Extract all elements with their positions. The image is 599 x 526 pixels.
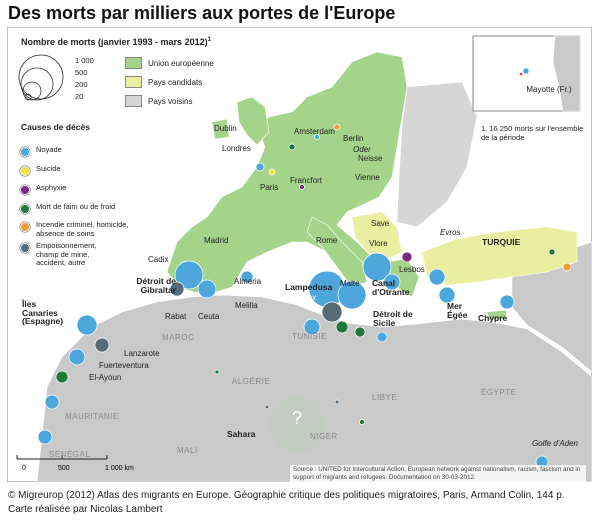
label-mer-egee: Mer Égée [447,301,468,320]
label-canaries: Îles Canaries (Espagne) [22,299,64,326]
label-malte: Malte [340,279,360,288]
size-legend-circles [18,54,64,101]
footer-credit: © Migreurop (2012) Atlas des migrants en… [8,490,565,501]
label-francfort: Francfort [290,176,323,185]
unknown-zone-mark: ? [292,408,303,428]
zone-swatch-eu [125,57,142,69]
label-neisse: Neisse [358,154,383,163]
map-canvas [7,27,592,482]
turkey-candidate [421,226,578,286]
label-ceuta: Ceuta [198,312,220,321]
cause-faim-froid: Mort de faim ou de froid [20,202,115,214]
label-amsterdam: Amsterdam [294,127,335,136]
scale-bar [16,455,108,460]
scale-label-500: 500 [58,465,70,472]
label-save: Save [371,219,390,228]
label-lanzarote: Lanzarote [124,349,160,358]
cause-incendie: Incendie criminel, homicide, absence de … [20,220,132,238]
label-otrante: Canal d'Otrante [372,278,410,297]
zone-legend-candidates: Pays candidats [125,76,202,88]
label-oder: Oder [353,145,371,154]
zone-swatch-neighbors [125,95,142,107]
map-title: Des morts par milliers aux portes de l'E… [8,3,396,23]
label-vlore: Vlore [369,239,388,248]
label-tunisie: TUNISIE [292,332,328,341]
label-niger: NIGER [310,432,338,441]
cause-noyade: Noyade [20,145,62,157]
label-sahara: Sahara [227,429,256,439]
source-note: Source : UNITED for Intercultural Action… [290,465,586,483]
label-evros: Evros [440,228,461,237]
label-paris: Paris [260,183,279,192]
size-legend-500: 500 [75,68,88,77]
cause-asphyxie: Asphyxie [20,183,66,195]
label-egypte: ÉGYPTE [481,388,517,397]
africa-landmass [36,294,592,482]
size-legend-200: 200 [75,80,88,89]
label-vienne: Vienne [355,173,380,182]
label-algerie: ALGÉRIE [232,377,271,386]
label-mauritanie: MAURITANIE [65,412,119,421]
label-almeria: Almeria [234,277,262,286]
zone-legend-neighbors: Pays voisins [125,95,192,107]
label-lampedusa: Lampedusa [285,282,333,292]
footnote: 1. 16 250 morts sur l'ensemble de la pér… [481,124,584,142]
size-legend-1000: 1 000 [75,56,94,65]
inset-label: Mayotte (Fr.) [526,85,572,94]
label-melilla: Melilla [235,301,258,310]
uk-ireland [211,96,270,146]
label-aden: Golfe d'Aden [532,439,579,448]
label-chypre: Chypre [478,313,508,323]
label-lesbos: Lesbos [399,265,425,274]
label-rabat: Rabat [165,312,187,321]
cause-suicide: Suicide [20,164,61,176]
label-turquie: TURQUIE [482,237,521,247]
zone-legend-eu: Union européenne [125,57,214,69]
causes-legend-title: Causes de décès [21,122,90,132]
east-neighbors [396,81,478,228]
scale-label-1000: 1 000 km [105,465,134,472]
balkans-candidate [351,211,403,260]
inset-map [472,35,581,112]
size-legend-title: Nombre de morts (janvier 1993 - mars 201… [21,37,211,47]
label-senegal: SÉNÉGAL [49,450,91,459]
cause-empoisonnement: Empoisonnement, champ de mine, accident,… [20,241,118,268]
label-maroc: MAROC [162,333,195,342]
label-dublin: Dublin [214,124,237,133]
map: Nombre de morts (janvier 1993 - mars 201… [7,27,592,483]
label-el-ayoun: El-Ayoun [89,373,122,382]
label-fuerteventura: Fuerteventura [99,361,149,370]
label-berlin: Berlin [343,134,364,143]
label-cadix: Cadix [148,255,169,264]
label-sfax: Sfax [300,293,317,302]
death-bubbles [37,123,572,469]
label-gibraltar: Détroit de Gibraltar [136,276,176,295]
footer-author: Carte réalisée par Nicolas Lambert [8,504,163,515]
label-libye: LIBYE [372,393,398,402]
label-rome: Rome [316,236,338,245]
label-londres: Londres [222,144,251,153]
label-sicile: Détroit de Sicile [373,309,413,328]
zone-swatch-candidates [125,76,142,88]
label-madrid: Madrid [204,236,229,245]
label-mali: MALI [177,446,198,455]
size-legend-20: 20 [75,92,84,101]
scale-label-0: 0 [22,465,26,472]
unknown-zone-circle [269,397,325,453]
